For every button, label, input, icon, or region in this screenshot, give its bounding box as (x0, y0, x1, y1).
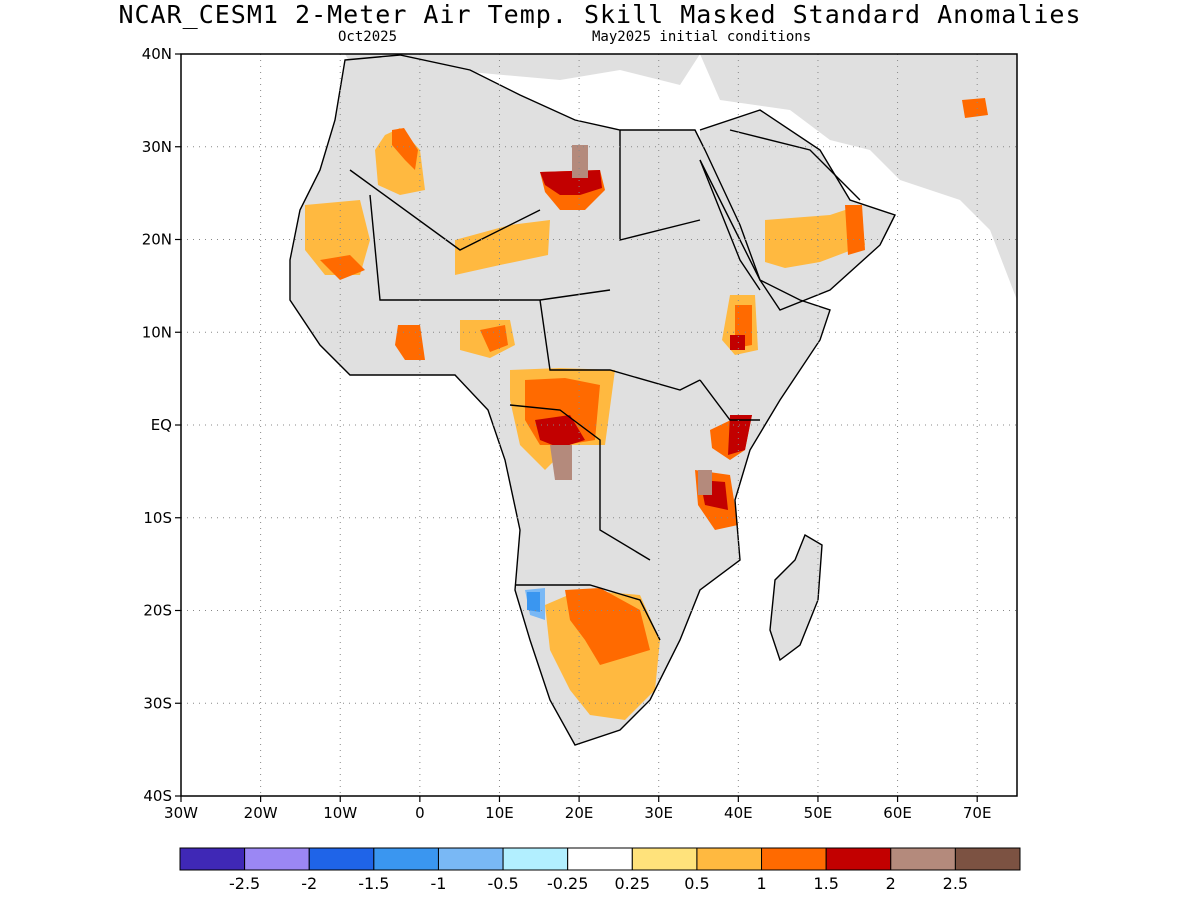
madagascar-landmass (770, 535, 822, 660)
initial-conditions-label: May2025 initial conditions (592, 29, 812, 45)
lon-tick-label: 10W (323, 804, 357, 822)
lon-tick-label: 0 (415, 804, 425, 822)
colorbar-label: -1.5 (358, 874, 389, 893)
colorbar-label: -0.25 (547, 874, 588, 893)
lon-tick-label: 70E (963, 804, 992, 822)
madagascar-coastline (769, 533, 823, 662)
lon-tick-label: 40E (724, 804, 753, 822)
anomaly-ethiopia-peak (730, 335, 745, 350)
arabia-coastline (699, 109, 896, 311)
border-central (539, 299, 701, 391)
border-congo (509, 404, 651, 561)
lat-tick-label: 20S (143, 602, 172, 620)
colorbar-swatch (696, 847, 763, 871)
lat-tick-label: EQ (151, 416, 172, 434)
africa-coastline (289, 54, 831, 746)
anomaly-central-africa-core (535, 415, 585, 448)
lon-tick-label: 20W (244, 804, 278, 822)
iran-landmass (700, 54, 1017, 300)
lat-tick-label: 40S (143, 787, 172, 805)
colorbar-swatch (179, 847, 246, 871)
border-algeria-west (349, 169, 541, 251)
colorbar-swatch (308, 847, 375, 871)
anomaly-central-africa-peak (550, 445, 572, 480)
red-sea-west (699, 159, 761, 291)
arabia-landmass (700, 110, 895, 310)
map-title: NCAR_CESM1 2-Meter Air Temp. Skill Maske… (118, 0, 1082, 29)
colorbar-swatch (437, 847, 504, 871)
colorbar-swatch (631, 847, 698, 871)
colorbar-swatch (244, 847, 310, 871)
anomaly-southern-africa (565, 588, 650, 665)
colorbar-swatch (890, 847, 956, 871)
border-southern (515, 584, 661, 641)
colorbar-label: 1 (756, 874, 766, 893)
lat-tick-label: 40N (142, 45, 172, 63)
border-sahel (369, 194, 611, 301)
colorbar-swatch (761, 847, 827, 871)
target-month-label: Oct2025 (338, 29, 398, 45)
colorbar-label: 0.5 (684, 874, 709, 893)
anomaly-kenya-coast-core (728, 415, 752, 455)
anomaly-southern-morocco-algeria-core (392, 128, 418, 170)
colorbar-label: -2.5 (229, 874, 260, 893)
colorbar-swatch (825, 847, 892, 871)
colorbar-label: 0.25 (614, 874, 650, 893)
colorbar-swatch (567, 847, 633, 871)
lon-tick-label: 60E (883, 804, 912, 822)
colorbar-label: 2.5 (943, 874, 968, 893)
coastlines-and-borders (289, 54, 896, 746)
colorbar-label: -0.5 (487, 874, 518, 893)
colorbar-swatch (954, 847, 1021, 871)
anomaly-chad-niger (455, 220, 550, 275)
lat-tick-label: 30S (143, 694, 172, 712)
anomaly-arabian-peninsula-core (845, 205, 865, 255)
colorbar: -2.5 -2 -1.5 -1 -0.5 -0.25 0.25 0.5 1 1.5 2 2.5 (179, 847, 1021, 893)
lon-tick-label: 20E (565, 804, 594, 822)
colorbar-label: -2 (301, 874, 317, 893)
lat-tick-label: 30N (142, 138, 172, 156)
colorbar-swatch (502, 847, 569, 871)
anomaly-mauritania-mali-core (320, 255, 365, 280)
colorbar-swatch (373, 847, 439, 871)
anomaly-namibia-coast-core (527, 592, 540, 612)
lat-tick-label: 20N (142, 231, 172, 249)
anomaly-iran (962, 98, 988, 118)
border-east (699, 379, 760, 421)
anomaly-arabian-peninsula (765, 205, 865, 268)
border-saudi (729, 129, 861, 201)
lon-tick-label: 50E (804, 804, 833, 822)
lat-tick-label: 10S (143, 509, 172, 527)
lon-tick-label: 10E (485, 804, 514, 822)
anomaly-mauritania-mali (305, 200, 370, 275)
anomaly-tanzania-peak (698, 470, 712, 495)
lon-tick-label: 30W (164, 804, 198, 822)
lat-tick-label: 10N (142, 323, 172, 341)
colorbar-label: 2 (886, 874, 896, 893)
anomaly-libya-south-peak (572, 145, 588, 178)
anomaly-ghana-togo (395, 325, 425, 360)
colorbar-label: 1.5 (813, 874, 838, 893)
anomaly-shading (305, 98, 988, 720)
lon-tick-label: 30E (644, 804, 673, 822)
gridlines (181, 54, 1017, 796)
colorbar-label: -1 (430, 874, 446, 893)
